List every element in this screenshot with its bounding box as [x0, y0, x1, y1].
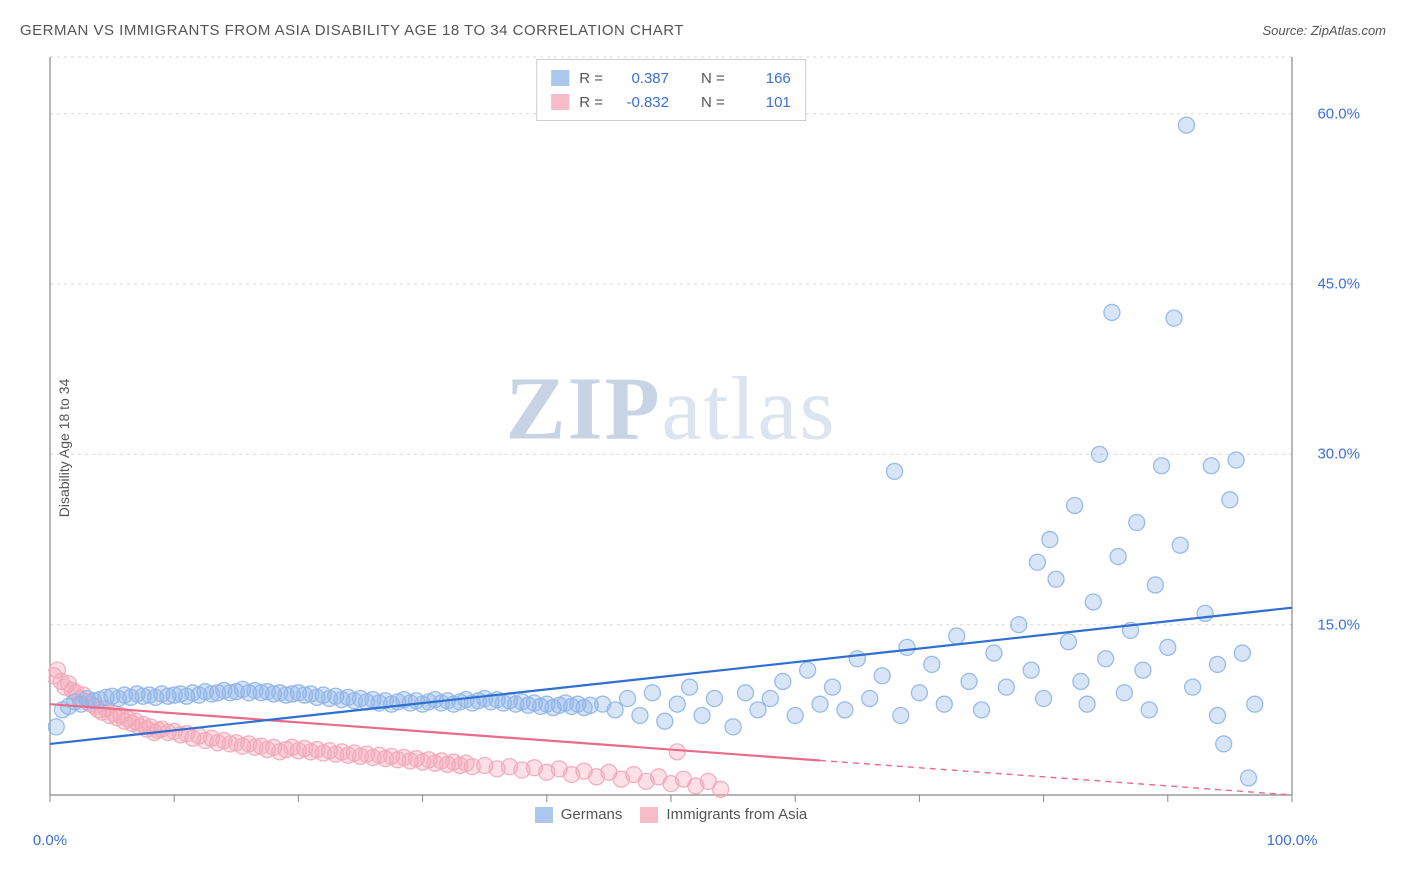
stats-legend-box: R = 0.387 N = 166 R = -0.832 N = 101	[536, 59, 806, 121]
source-attribution: Source: ZipAtlas.com	[1262, 23, 1386, 38]
r-value-germans: 0.387	[613, 70, 669, 87]
legend-label-asia: Immigrants from Asia	[666, 806, 807, 823]
n-value-asia: 101	[735, 94, 791, 111]
legend-item-germans: Germans	[535, 806, 623, 823]
chart-area: Disability Age 18 to 34 ZIPatlas R = 0.3…	[48, 55, 1294, 825]
y-tick-label: 15.0%	[1317, 616, 1360, 633]
scatter-chart	[48, 55, 1294, 825]
bottom-legend: Germans Immigrants from Asia	[48, 806, 1294, 823]
swatch-asia	[551, 94, 569, 110]
y-tick-label: 30.0%	[1317, 446, 1360, 463]
y-tick-label: 45.0%	[1317, 276, 1360, 293]
x-tick-label: 0.0%	[33, 832, 67, 849]
chart-title: GERMAN VS IMMIGRANTS FROM ASIA DISABILIT…	[20, 22, 684, 39]
stats-row-germans: R = 0.387 N = 166	[551, 66, 791, 90]
y-tick-label: 60.0%	[1317, 105, 1360, 122]
n-value-germans: 166	[735, 70, 791, 87]
n-label: N =	[701, 94, 725, 111]
swatch-germans	[551, 70, 569, 86]
r-value-asia: -0.832	[613, 94, 669, 111]
stats-row-asia: R = -0.832 N = 101	[551, 90, 791, 114]
swatch-asia	[640, 807, 658, 823]
r-label: R =	[579, 70, 603, 87]
x-tick-label: 100.0%	[1267, 832, 1318, 849]
n-label: N =	[701, 70, 725, 87]
r-label: R =	[579, 94, 603, 111]
legend-item-asia: Immigrants from Asia	[640, 806, 807, 823]
legend-label-germans: Germans	[561, 806, 623, 823]
swatch-germans	[535, 807, 553, 823]
